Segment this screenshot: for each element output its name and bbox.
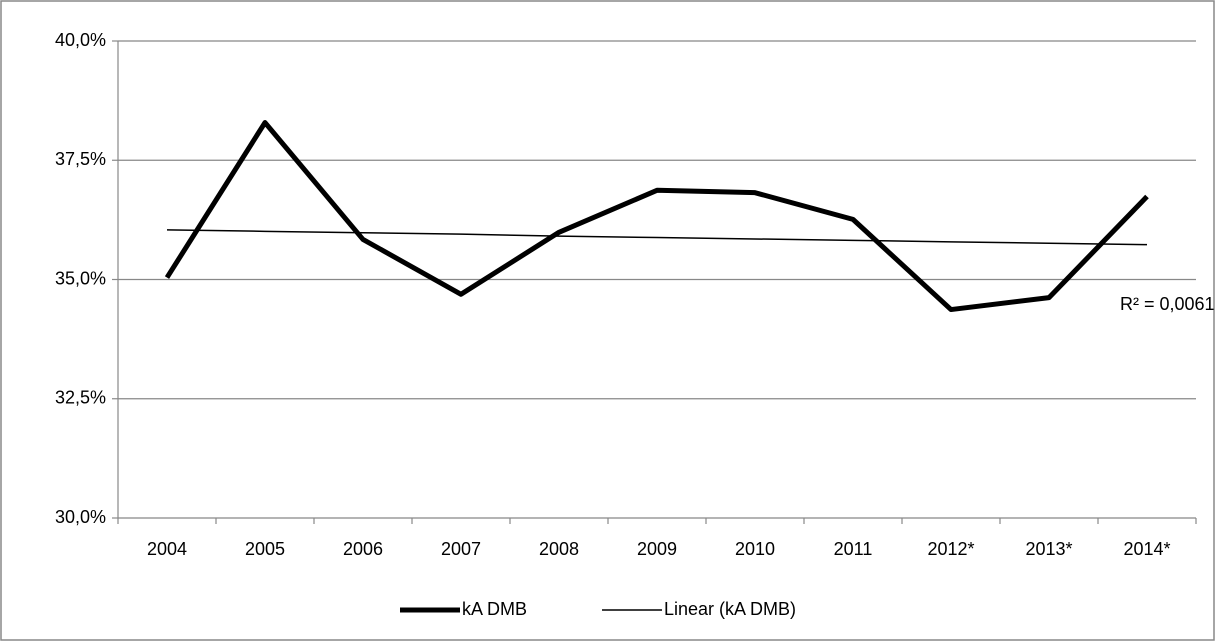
y-tick-label: 32,5% bbox=[55, 388, 106, 408]
legend-label: kA DMB bbox=[462, 599, 527, 619]
x-tick-label: 2012* bbox=[927, 539, 974, 559]
x-tick-label: 2014* bbox=[1123, 539, 1170, 559]
x-tick-label: 2004 bbox=[147, 539, 187, 559]
annotation: R² = 0,0061 bbox=[1120, 294, 1215, 314]
x-tick-label: 2008 bbox=[539, 539, 579, 559]
x-tick-label: 2005 bbox=[245, 539, 285, 559]
x-tick-label: 2006 bbox=[343, 539, 383, 559]
trend-line bbox=[166, 229, 1148, 246]
series-line bbox=[164, 120, 1149, 313]
x-tick-label: 2013* bbox=[1025, 539, 1072, 559]
x-tick-label: 2007 bbox=[441, 539, 481, 559]
x-tick-label: 2009 bbox=[637, 539, 677, 559]
y-tick-label: 35,0% bbox=[55, 268, 106, 288]
x-tick-label: 2011 bbox=[834, 539, 873, 559]
y-tick-label: 40,0% bbox=[55, 30, 106, 50]
y-tick-label: 37,5% bbox=[55, 149, 106, 169]
x-tick-label: 2010 bbox=[735, 539, 775, 559]
legend-label: Linear (kA DMB) bbox=[664, 599, 796, 619]
y-tick-label: 30,0% bbox=[55, 507, 106, 527]
